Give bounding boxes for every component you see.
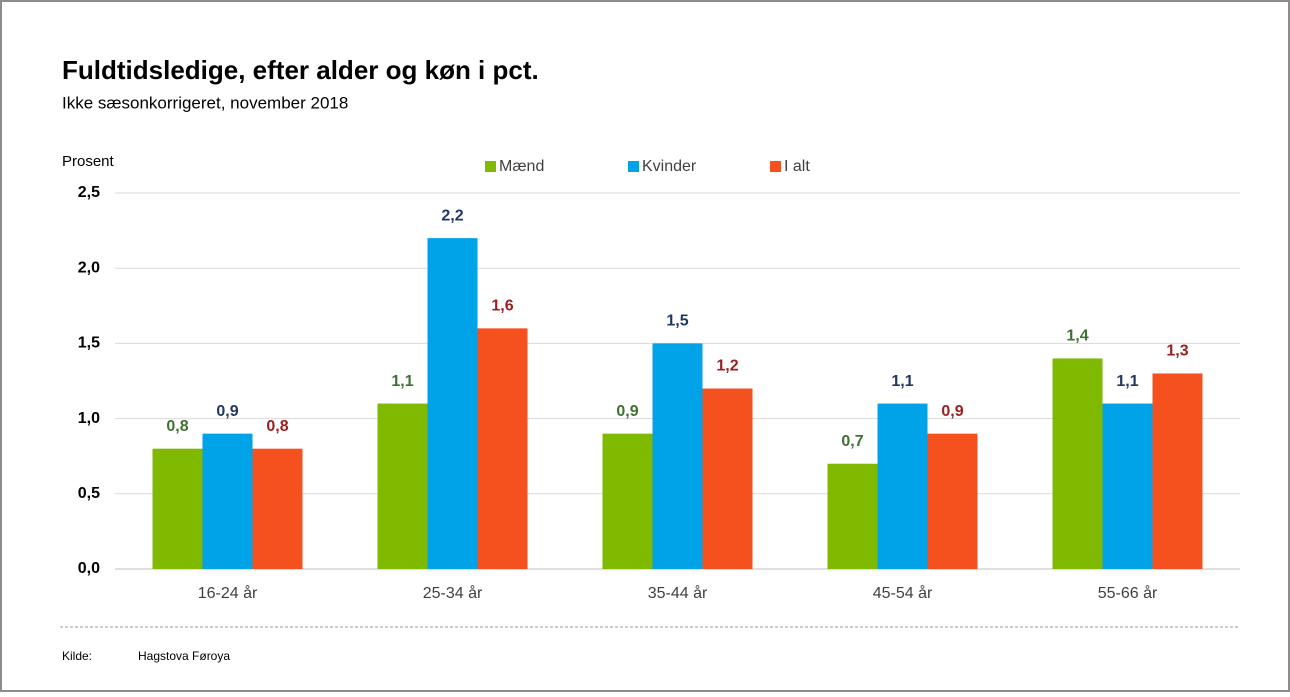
bar — [427, 238, 478, 569]
data-label: 0,9 — [216, 403, 238, 420]
data-label: 1,6 — [491, 298, 513, 315]
data-label: 2,2 — [441, 207, 463, 224]
bar — [827, 463, 878, 569]
x-tick-label: 35-44 år — [648, 584, 708, 602]
y-tick-label: 0,0 — [78, 560, 100, 577]
bar — [702, 388, 753, 569]
data-label: 0,7 — [841, 433, 863, 450]
data-label: 1,1 — [391, 373, 413, 390]
x-tick-label: 45-54 år — [873, 584, 933, 602]
x-tick-label: 55-66 år — [1098, 584, 1158, 602]
data-label: 1,5 — [666, 313, 688, 330]
data-label: 0,8 — [266, 418, 288, 435]
chart-subtitle: Ikke sæsonkorrigeret, november 2018 — [62, 93, 348, 112]
legend-label: I alt — [784, 158, 810, 175]
data-label: 1,4 — [1066, 328, 1088, 345]
legend-swatch — [770, 161, 781, 172]
legend-swatch — [628, 161, 639, 172]
x-tick-label: 25-34 år — [423, 584, 483, 602]
y-tick-label: 0,5 — [78, 485, 100, 502]
bar — [1152, 373, 1203, 569]
data-label: 1,1 — [1116, 373, 1138, 390]
y-tick-label: 1,0 — [78, 410, 100, 427]
bar — [202, 433, 253, 569]
bar — [877, 403, 928, 569]
data-label: 0,9 — [941, 403, 963, 420]
data-label: 0,8 — [166, 418, 188, 435]
chart-title: Fuldtidsledige, efter alder og køn i pct… — [62, 55, 539, 85]
data-label: 0,9 — [616, 403, 638, 420]
source-label: Kilde: — [62, 649, 92, 663]
y-tick-label: 2,5 — [78, 184, 100, 201]
bar — [1102, 403, 1153, 569]
y-tick-label: 2,0 — [78, 259, 100, 276]
legend-swatch — [485, 161, 496, 172]
bar — [377, 403, 428, 569]
bar — [152, 448, 203, 569]
data-label: 1,3 — [1166, 343, 1188, 360]
x-tick-label: 16-24 år — [198, 584, 258, 602]
bar — [1052, 358, 1103, 569]
legend-label: Mænd — [499, 158, 544, 175]
y-axis-label: Prosent — [62, 153, 115, 170]
source: Hagstova Føroya — [138, 649, 230, 663]
bar — [602, 433, 653, 569]
data-label: 1,1 — [891, 373, 913, 390]
data-label: 1,2 — [716, 358, 738, 375]
bar — [927, 433, 978, 569]
y-tick-label: 1,5 — [78, 335, 100, 352]
bar — [652, 343, 703, 569]
bar — [477, 328, 528, 569]
legend-label: Kvinder — [642, 158, 697, 175]
bar — [252, 448, 303, 569]
